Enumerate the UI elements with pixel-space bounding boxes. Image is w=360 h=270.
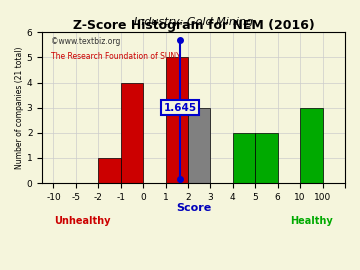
Bar xyxy=(98,158,121,183)
Bar xyxy=(300,108,323,183)
Bar xyxy=(166,58,188,183)
Bar xyxy=(121,83,143,183)
Bar xyxy=(188,108,211,183)
Text: ©www.textbiz.org: ©www.textbiz.org xyxy=(51,37,121,46)
Text: Healthy: Healthy xyxy=(290,216,333,226)
Text: Industry: Gold Mining: Industry: Gold Mining xyxy=(134,17,253,27)
Y-axis label: Number of companies (21 total): Number of companies (21 total) xyxy=(15,46,24,169)
Bar xyxy=(233,133,255,183)
Bar xyxy=(255,133,278,183)
Text: The Research Foundation of SUNY: The Research Foundation of SUNY xyxy=(51,52,181,61)
Title: Z-Score Histogram for NEM (2016): Z-Score Histogram for NEM (2016) xyxy=(73,19,315,32)
X-axis label: Score: Score xyxy=(176,203,211,213)
Text: 1.645: 1.645 xyxy=(163,103,197,113)
Text: Unhealthy: Unhealthy xyxy=(54,216,111,226)
